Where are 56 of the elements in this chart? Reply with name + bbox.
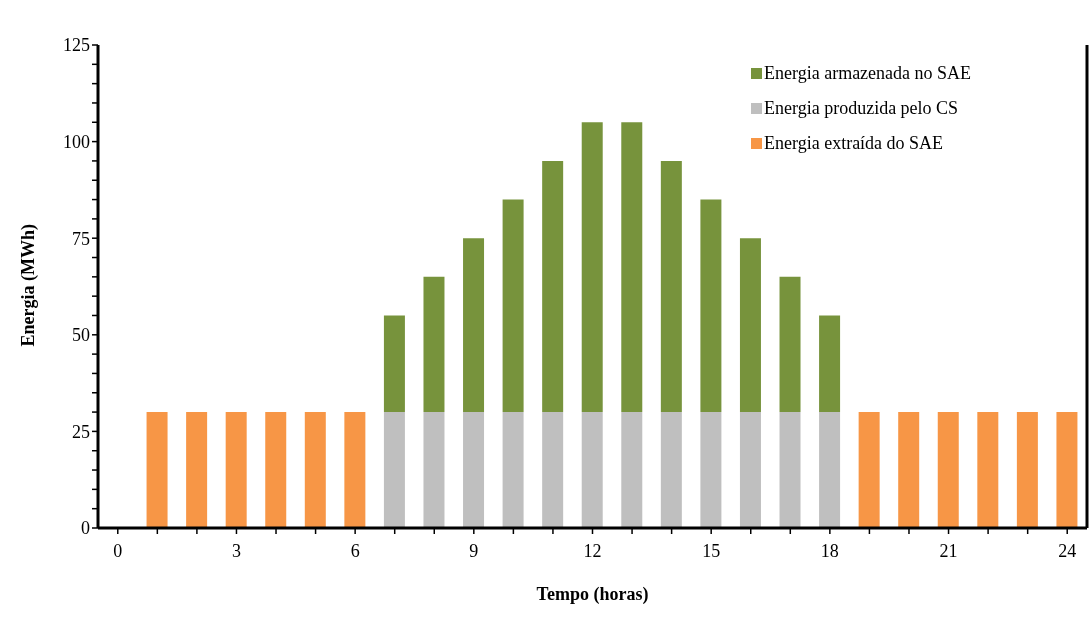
bar [621, 122, 643, 413]
x-tick-label: 18 [820, 540, 839, 561]
y-axis-title: Energia (MWh) [18, 224, 40, 347]
x-tick-label: 12 [583, 540, 602, 561]
bar [937, 412, 959, 528]
bar [502, 412, 524, 528]
bar [423, 276, 445, 413]
x-tick-label: 9 [469, 540, 479, 561]
x-tick-label: 24 [1058, 540, 1077, 561]
bar [858, 412, 880, 528]
bar [700, 199, 722, 413]
bar [265, 412, 287, 528]
bar [186, 412, 208, 528]
x-tick-label: 15 [702, 540, 721, 561]
y-tick-label: 50 [72, 325, 90, 346]
legend-label: Energia armazenada no SAE [764, 63, 972, 84]
bar [225, 412, 247, 528]
x-tick-label: 21 [939, 540, 958, 561]
x-tick-label: 0 [113, 540, 123, 561]
bar [463, 412, 485, 528]
y-tick-label: 25 [72, 421, 90, 442]
bar [146, 412, 168, 528]
bar [423, 412, 445, 528]
y-tick-label: 75 [72, 228, 90, 249]
bar [1016, 412, 1038, 528]
bar [344, 412, 366, 528]
bar [502, 199, 524, 413]
bar [779, 412, 801, 528]
bar [581, 412, 603, 528]
bar [383, 412, 405, 528]
bar [898, 412, 920, 528]
bar [660, 160, 682, 413]
y-tick-label: 0 [81, 518, 90, 539]
bar [463, 238, 485, 413]
bar [383, 315, 405, 413]
legend-label: Energia produzida pelo CS [764, 98, 959, 119]
bar [819, 315, 841, 413]
bar [542, 160, 564, 413]
bar [739, 238, 761, 413]
x-tick-label: 6 [350, 540, 360, 561]
bar [977, 412, 999, 528]
bar [739, 412, 761, 528]
bar [819, 412, 841, 528]
bar [621, 412, 643, 528]
x-axis-title: Tempo (horas) [536, 584, 649, 605]
bar [779, 276, 801, 413]
y-tick-label: 100 [63, 131, 90, 152]
bar [542, 412, 564, 528]
bar [660, 412, 682, 528]
bar [304, 412, 326, 528]
legend-label: Energia extraída do SAE [764, 133, 944, 154]
bar [700, 412, 722, 528]
bar [581, 122, 603, 413]
x-tick-label: 3 [231, 540, 241, 561]
bar [1056, 412, 1078, 528]
y-tick-label: 125 [63, 35, 90, 56]
